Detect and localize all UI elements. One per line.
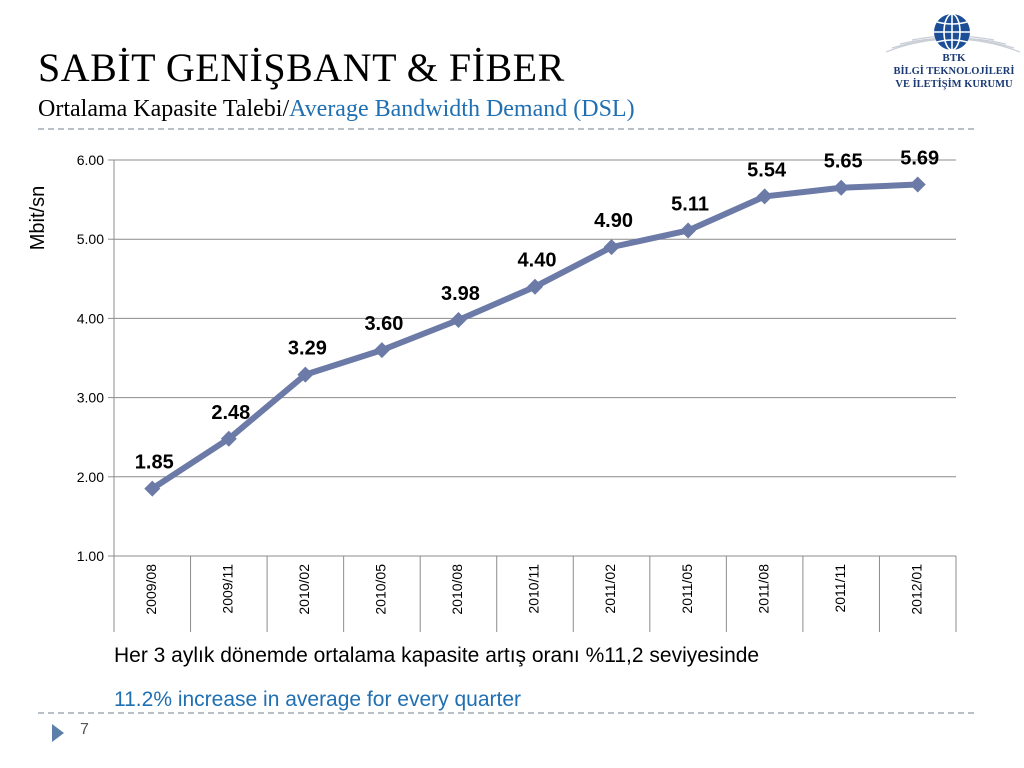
y-tick-label: 4.00	[77, 310, 104, 326]
data-label: 3.60	[364, 313, 403, 335]
bandwidth-line-chart: 1.00 2.00 3.00 4.00 5.00 6.00 2009/08 2009/11 20…	[27, 148, 957, 632]
y-tick-label: 3.00	[77, 390, 104, 406]
y-tick-label: 6.00	[77, 152, 104, 168]
data-point-marker	[603, 239, 620, 256]
btk-globe-logo-icon	[885, 13, 1021, 53]
y-tick-label: 1.00	[77, 548, 104, 564]
slide-subtitle: Ortalama Kapasite Talebi/Average Bandwid…	[38, 96, 635, 123]
subtitle-english: Average Bandwidth Demand (DSL)	[289, 96, 635, 122]
data-label: 3.29	[288, 338, 327, 360]
data-label: 5.11	[671, 193, 709, 215]
data-point-marker	[220, 430, 237, 447]
logo-abbr: BTK	[942, 52, 966, 64]
data-point-marker	[450, 311, 467, 328]
data-label: 5.54	[747, 159, 787, 181]
logo-line-1: BİLGİ TEKNOLOJİLERİ	[893, 66, 1015, 77]
x-tick-label: 2010/11	[526, 564, 542, 614]
slide-title: SABİT GENİŞBANT & FİBER	[38, 45, 565, 90]
x-tick-label: 2011/08	[755, 564, 771, 614]
data-label: 3.98	[441, 283, 480, 305]
x-tick-label: 2011/11	[832, 564, 848, 613]
x-tick-label: 2010/08	[449, 564, 465, 615]
data-point-marker	[373, 342, 390, 359]
subtitle-turkish: Ortalama Kapasite Talebi/	[38, 96, 290, 122]
x-tick-label: 2012/01	[908, 564, 924, 615]
data-label: 4.40	[518, 250, 557, 272]
x-tick-label: 2010/05	[373, 564, 389, 615]
note-english: 11.2% increase in average for every quar…	[114, 688, 521, 711]
data-label: 4.90	[594, 210, 633, 232]
x-tick-label: 2009/11	[220, 564, 236, 614]
y-tick-label: 5.00	[77, 231, 104, 247]
x-tick-label: 2011/02	[602, 564, 618, 614]
data-point-marker	[909, 176, 926, 193]
data-point-marker	[297, 366, 314, 383]
page-number: 7	[80, 721, 89, 738]
data-label: 5.65	[824, 151, 863, 173]
data-label: 2.48	[211, 402, 250, 424]
data-point-marker	[527, 278, 543, 295]
x-tick-label: 2010/02	[296, 564, 312, 615]
y-tick-label: 2.00	[77, 469, 104, 485]
data-point-marker	[680, 222, 697, 239]
footer-divider	[38, 712, 974, 714]
header-divider	[38, 128, 974, 130]
x-tick-label: 2011/05	[679, 564, 695, 614]
note-turkish: Her 3 aylık dönemde ortalama kapasite ar…	[114, 644, 760, 667]
data-point-marker	[756, 188, 773, 205]
data-point-marker	[833, 179, 850, 196]
data-point-marker	[144, 480, 161, 497]
y-axis-title: Mbit/sn	[27, 186, 49, 250]
series-line	[149, 181, 921, 492]
logo-text: BTK BİLGİ TEKNOLOJİLERİ VE İLETİŞİM KURU…	[884, 52, 1024, 91]
data-label: 1.85	[135, 452, 174, 474]
data-label: 5.69	[900, 148, 939, 170]
x-tick-label: 2009/08	[143, 564, 159, 615]
page-arrow-icon	[52, 724, 64, 742]
logo-line-2: VE İLETİŞİM KURUMU	[895, 79, 1013, 90]
